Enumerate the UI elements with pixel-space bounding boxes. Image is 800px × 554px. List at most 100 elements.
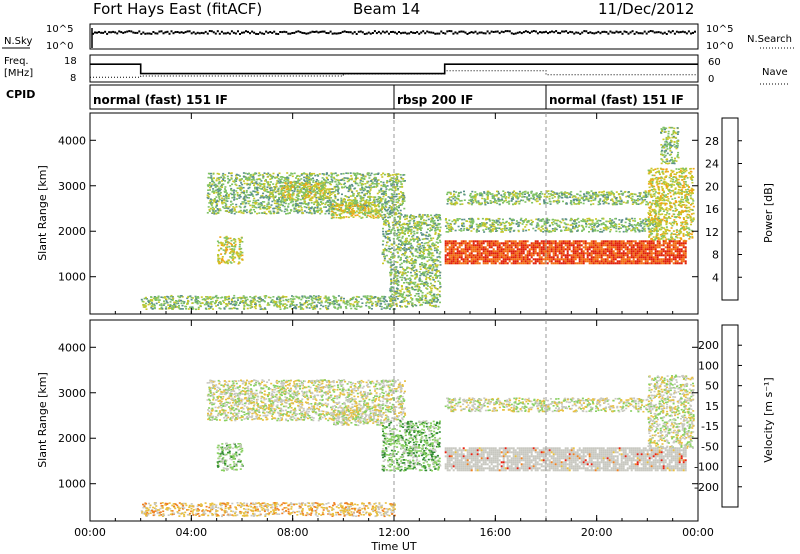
echo-cell — [322, 192, 324, 194]
echo-cell — [260, 204, 262, 206]
echo-cell — [399, 266, 401, 268]
echo-cell — [222, 175, 224, 177]
echo-cell — [258, 187, 260, 189]
echo-cell — [428, 302, 430, 304]
echo-cell — [273, 211, 275, 213]
echo-cell — [229, 180, 231, 182]
echo-cell — [213, 208, 215, 210]
echo-cell — [549, 201, 551, 203]
echo-cell — [378, 216, 380, 218]
echo-cell — [331, 303, 333, 305]
echo-cell — [294, 189, 296, 191]
echo-cell — [373, 217, 375, 219]
echo-cell — [390, 264, 392, 266]
echo-cell — [377, 201, 379, 203]
echo-cell — [329, 188, 331, 190]
echo-cell — [345, 172, 347, 174]
nsky-point — [607, 33, 609, 35]
echo-cell — [273, 208, 275, 210]
echo-cell — [374, 210, 376, 212]
echo-cell — [407, 232, 409, 234]
nsky-point — [380, 32, 382, 34]
echo-cell — [261, 212, 263, 214]
echo-cell — [340, 300, 342, 302]
nsky-point — [503, 31, 505, 33]
echo-cell — [536, 198, 538, 200]
echo-cell — [411, 245, 413, 247]
echo-cell — [265, 295, 267, 297]
echo-cell — [144, 304, 146, 306]
echo-cell — [322, 195, 324, 197]
echo-cell — [434, 296, 436, 298]
echo-cell — [375, 217, 377, 219]
echo-cell — [350, 303, 352, 305]
nsky-point — [283, 31, 285, 33]
echo-cell — [423, 234, 425, 236]
echo-cell — [365, 302, 367, 304]
echo-cell — [303, 199, 305, 201]
echo-cell — [277, 200, 279, 202]
nsky-point — [519, 31, 521, 33]
echo-cell — [320, 196, 322, 198]
echo-cell — [364, 183, 366, 185]
echo-cell — [380, 303, 382, 305]
echo-cell — [270, 181, 272, 183]
echo-cell — [176, 301, 178, 303]
echo-cell — [398, 234, 400, 236]
nsky-point — [517, 32, 519, 34]
echo-cell — [243, 213, 245, 215]
echo-cell — [320, 201, 322, 203]
echo-cell — [210, 301, 212, 303]
echo-cell — [309, 210, 311, 212]
echo-cell — [181, 303, 183, 305]
echo-cell — [427, 274, 429, 276]
echo-cell — [388, 225, 390, 227]
echo-cell — [230, 303, 232, 305]
echo-cell — [424, 243, 426, 245]
echo-cell — [269, 188, 271, 190]
echo-cell — [212, 188, 214, 190]
echo-cell — [355, 298, 357, 300]
nsky-point — [229, 33, 231, 35]
echo-cell — [421, 274, 423, 276]
echo-cell — [352, 206, 354, 208]
nsky-point — [634, 33, 636, 35]
echo-cell — [401, 277, 403, 279]
echo-cell — [447, 201, 449, 203]
echo-cell — [390, 206, 392, 208]
echo-cell — [343, 199, 345, 201]
echo-cell — [382, 173, 384, 175]
freq-tick-low: 8 — [70, 73, 76, 84]
nsky-point — [448, 30, 450, 32]
echo-cell — [348, 202, 350, 204]
echo-cell — [439, 231, 441, 233]
nsky-point — [136, 32, 138, 34]
nsky-point — [628, 33, 630, 35]
echo-cell — [318, 188, 320, 190]
echo-cell — [404, 233, 406, 235]
echo-cell — [329, 181, 331, 183]
nsky-point — [231, 30, 233, 32]
echo-cell — [566, 203, 568, 205]
echo-cell — [336, 304, 338, 306]
echo-cell — [360, 217, 362, 219]
echo-cell — [345, 205, 347, 207]
echo-cell — [411, 236, 413, 238]
nsky-label: N.Sky — [4, 36, 32, 47]
echo-cell — [514, 195, 516, 197]
echo-cell — [267, 302, 269, 304]
echo-cell — [382, 218, 384, 220]
echo-cell — [207, 212, 209, 214]
echo-cell — [414, 265, 416, 267]
echo-cell — [232, 259, 234, 261]
echo-cell — [418, 286, 420, 288]
echo-cell — [380, 198, 382, 200]
echo-cell — [308, 177, 310, 179]
echo-cell — [360, 204, 362, 206]
echo-cell — [267, 191, 269, 193]
echo-cell — [223, 196, 225, 198]
echo-cell — [423, 285, 425, 287]
echo-cell — [225, 200, 227, 202]
echo-cell — [170, 296, 172, 298]
echo-cell — [424, 256, 426, 258]
